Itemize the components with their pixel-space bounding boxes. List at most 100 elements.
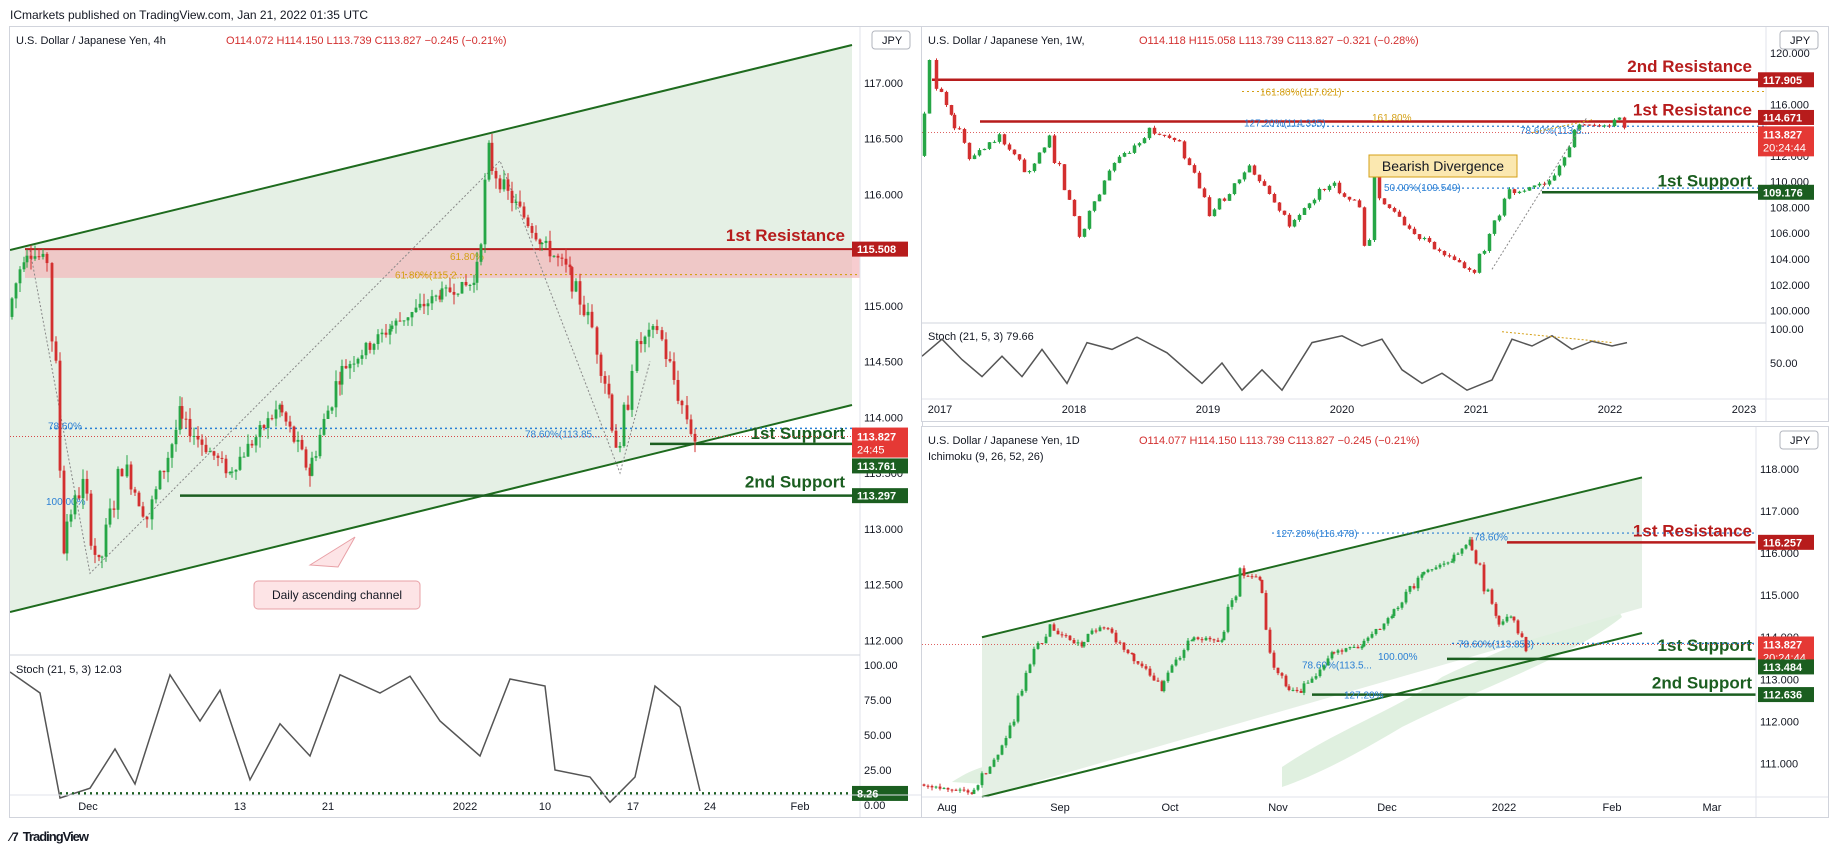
h4-candle	[590, 311, 594, 328]
d1-candle	[1470, 539, 1474, 551]
h4-candle	[133, 489, 137, 493]
resistance-1-label: 1st Resistance	[1633, 521, 1752, 540]
resistance-2-label: 2nd Resistance	[1627, 57, 1752, 76]
d1-candle	[930, 786, 934, 788]
h4-candle	[574, 281, 578, 292]
w1-candle	[1252, 165, 1257, 175]
d1-candle	[1291, 689, 1295, 691]
support-1-label: 1st Support	[1658, 171, 1753, 190]
d1-candle	[1060, 634, 1064, 636]
d1-candle	[1416, 577, 1420, 589]
h4-candle	[310, 457, 314, 476]
h4-candle	[556, 255, 560, 258]
w1-candle	[1307, 203, 1312, 209]
h4-candle	[108, 508, 112, 525]
w1-candle	[1287, 214, 1292, 227]
fib-label: 50.00%(109.549)	[1384, 183, 1461, 194]
h4-candle	[494, 170, 498, 179]
d1-candle	[1310, 678, 1314, 683]
d1-candle	[1186, 640, 1190, 651]
x-tick: Feb	[791, 801, 810, 813]
d1-candle	[922, 784, 926, 786]
w1-y-tick: 120.000	[1770, 48, 1810, 60]
x-tick: Sep	[1050, 802, 1070, 814]
w1-candle	[1547, 180, 1552, 185]
h4-candle	[406, 317, 410, 321]
d1-candle	[962, 789, 966, 791]
chart-panel-4h[interactable]: 1st Resistance 78.60% 78.60%(113.85... 61.8…	[9, 26, 923, 818]
w1-candle	[1577, 124, 1582, 130]
w1-candle	[1182, 141, 1187, 159]
chart-1w-svg[interactable]: 2nd Resistance 1st Resistance 1st Support 1…	[922, 27, 1828, 421]
x-tick: 24	[704, 801, 716, 813]
d1-candle	[1336, 650, 1340, 653]
w1-candle	[1532, 185, 1537, 188]
h4-candle	[246, 443, 250, 457]
d1-candle	[1110, 628, 1114, 633]
h4-candle	[284, 412, 288, 422]
chart-panel-1w[interactable]: 2nd Resistance 1st Resistance 1st Support 1…	[921, 26, 1829, 422]
w1-candle	[1232, 183, 1237, 195]
w1-candle	[1152, 127, 1157, 134]
x-tick: Dec	[78, 801, 98, 813]
w1-candle	[1007, 144, 1012, 150]
chart-1d-svg[interactable]: 1st Resistance 1st Support 2nd Support 127.…	[922, 427, 1828, 817]
w1-candle	[1242, 172, 1247, 180]
stoch-tick: 50.00	[1770, 358, 1798, 370]
h4-candle	[352, 363, 356, 365]
h4-candle	[204, 444, 208, 453]
w1-candle	[957, 128, 962, 130]
w1-candle	[939, 88, 944, 92]
h4-y-tick: 116.500	[864, 134, 903, 146]
d1-candle	[1114, 632, 1118, 643]
d1-candle	[1299, 691, 1303, 693]
d1-candle	[1204, 637, 1208, 641]
h4-candle	[560, 257, 564, 259]
w1-candle	[1032, 163, 1037, 172]
h4-candle	[348, 364, 352, 369]
support-2-tag: 112.636	[1763, 690, 1802, 702]
h4-candle	[444, 287, 448, 289]
chart-panel-1d[interactable]: 1st Resistance 1st Support 2nd Support 127.…	[921, 426, 1829, 818]
fib-label: 78.60%	[1474, 532, 1508, 543]
w1-candle	[1037, 152, 1042, 164]
d1-candle	[1482, 564, 1486, 592]
h4-candle	[62, 470, 66, 554]
h4-candle	[518, 201, 522, 207]
x-tick: 13	[234, 801, 246, 813]
w1-candle	[1027, 171, 1032, 173]
fib-label: 161.80%(117.021)	[1260, 87, 1342, 98]
fib-label: 78.60%	[48, 421, 82, 432]
d1-candle	[926, 785, 930, 787]
w1-candle	[1177, 140, 1182, 142]
d1-candle	[1064, 635, 1068, 637]
x-tick: 17	[627, 801, 639, 813]
w1-candle	[1357, 200, 1362, 208]
h4-candle	[479, 244, 483, 262]
w1-candle	[1567, 147, 1572, 158]
h4-candle	[422, 303, 426, 307]
d1-candle	[1362, 640, 1366, 647]
d1-candle	[1509, 616, 1513, 618]
h4-candle	[104, 524, 108, 557]
h4-candle	[689, 419, 693, 434]
x-tick: Aug	[937, 802, 957, 814]
w1-candle	[1147, 127, 1152, 139]
d1-candle	[1490, 589, 1494, 604]
h4-candle	[676, 379, 680, 401]
chart-4h-svg[interactable]: 1st Resistance 78.60% 78.60%(113.85... 61.8…	[10, 27, 922, 817]
h4-candle	[54, 341, 58, 361]
h4-candle	[216, 455, 220, 458]
h4-candle	[388, 328, 392, 335]
d1-candle	[1082, 641, 1086, 647]
w1-candle	[934, 60, 939, 89]
d1-candle	[1090, 630, 1094, 634]
h4-candle	[626, 404, 630, 410]
w1-candle	[1012, 149, 1017, 155]
d1-candle	[1028, 664, 1032, 673]
d1-candle	[1130, 653, 1134, 655]
h4-candle	[544, 240, 548, 243]
currency-label: JPY	[1790, 35, 1811, 47]
d1-candle	[1004, 738, 1008, 746]
w1-candle	[1397, 211, 1402, 217]
